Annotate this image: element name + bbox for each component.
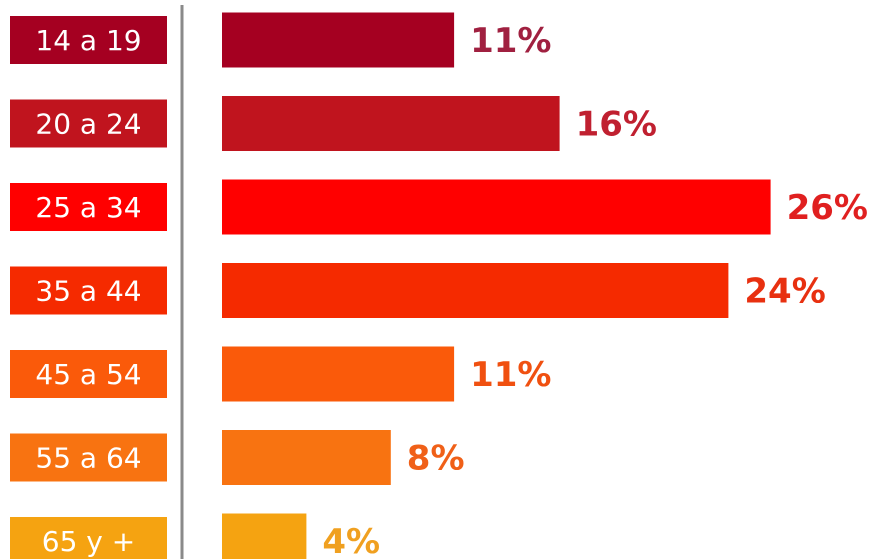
category-label: 25 a 34 (35, 191, 141, 224)
bar (222, 513, 307, 559)
bar (222, 179, 771, 235)
value-label: 11% (470, 355, 551, 395)
category-label: 55 a 64 (35, 442, 141, 475)
category-label: 14 a 19 (35, 24, 141, 57)
category-label-box (10, 16, 167, 64)
category-label: 35 a 44 (35, 275, 141, 308)
value-label: 24% (744, 272, 825, 312)
bar (222, 96, 560, 151)
category-label-box (10, 517, 167, 559)
category-label-box (10, 99, 167, 148)
bar (222, 430, 391, 485)
category-label-box (10, 183, 167, 231)
category-label: 45 a 54 (35, 358, 141, 391)
bar (222, 346, 455, 402)
value-label: 4% (322, 522, 380, 559)
value-label: 8% (407, 439, 465, 479)
bar (222, 263, 729, 318)
bar (222, 12, 455, 68)
category-label-box (10, 350, 167, 398)
value-label: 26% (787, 188, 868, 228)
value-label: 11% (470, 21, 551, 61)
category-label-box (10, 266, 167, 315)
category-label: 65 y + (42, 525, 135, 558)
category-label: 20 a 24 (35, 108, 141, 141)
value-label: 16% (576, 105, 657, 145)
category-label-box (10, 433, 167, 482)
